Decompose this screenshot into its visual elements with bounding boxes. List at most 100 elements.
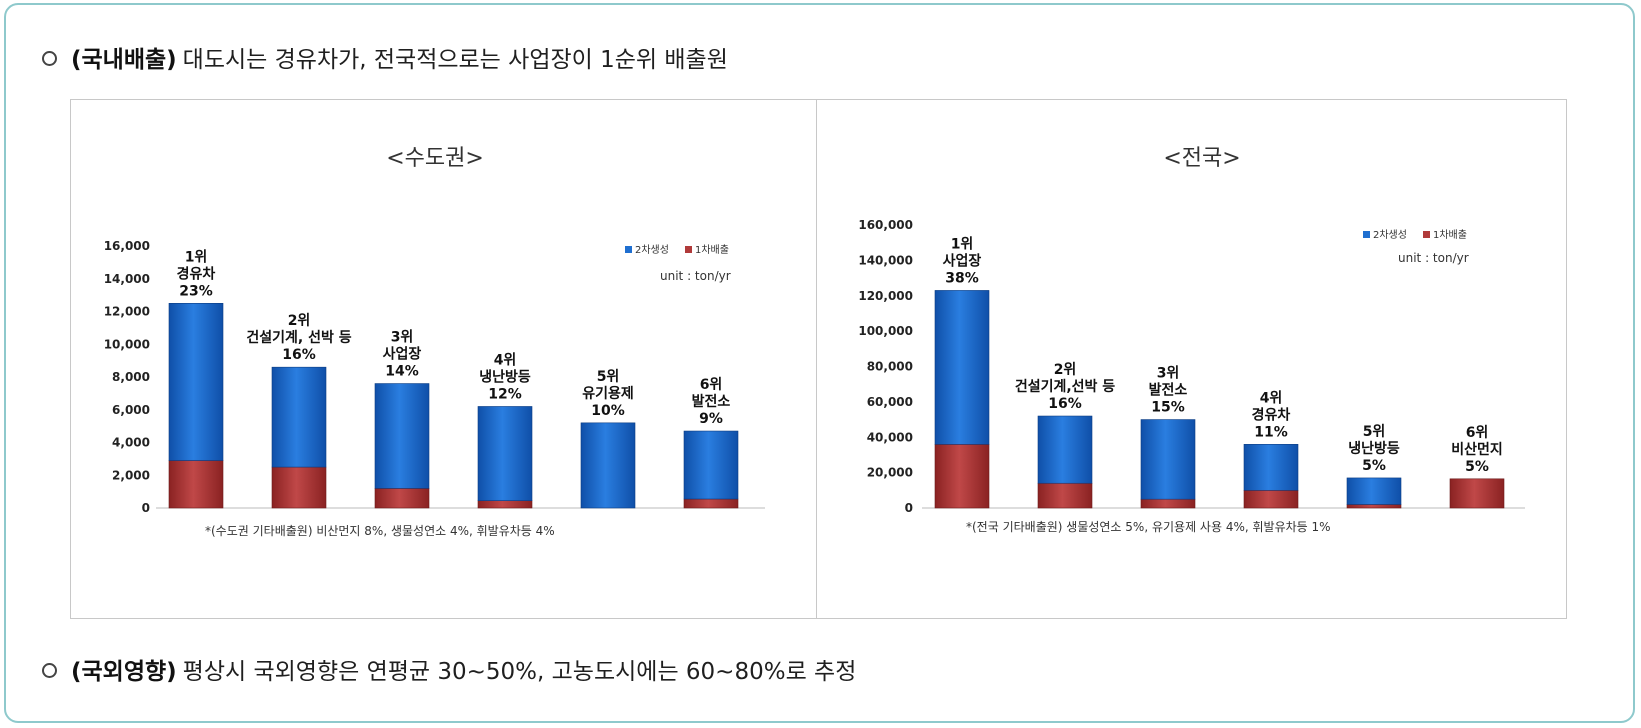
bar-rank-label: 발전소 [692, 393, 731, 410]
bar-primary-emission [1037, 482, 1093, 509]
bar-rank-label: 경유차 [1252, 406, 1291, 423]
y-tick-label: 16,000 [104, 239, 150, 253]
bar-rank-label: 유기용제 [582, 386, 634, 402]
bar-rank-label: 10% [591, 403, 625, 419]
bar-rank-label: 발전소 [1149, 382, 1188, 399]
bullet-text: 평상시 국외영향은 연평균 30~50%, 고농도시에는 60~80%로 추정 [182, 659, 857, 685]
bar-secondary-generation [683, 430, 739, 500]
bar-stack [1346, 477, 1402, 509]
y-tick-label: 80,000 [867, 360, 913, 374]
y-tick-label: 160,000 [858, 218, 913, 232]
y-tick-label: 14,000 [104, 272, 150, 286]
bar-rank-label: 비산먼지 [1451, 441, 1503, 458]
bar-rank-label: 12% [488, 386, 522, 402]
chart-capital-region: <수도권> 0 2,000 4,000 6,000 8,000 10,000 12,000 14… [104, 146, 765, 538]
bar-primary-emission [1449, 478, 1505, 509]
bar-secondary-generation [477, 406, 533, 501]
bar-rank-label: 9% [699, 411, 723, 427]
chart-nationwide: <전국> 0 20,000 40,000 60,000 80,000 100,000 120,… [858, 146, 1525, 534]
bar-stack [477, 406, 533, 509]
chart-footnote: *(전국 기타배출원) 생물성연소 5%, 유기용제 사용 4%, 휘발유차등 … [966, 520, 1331, 534]
bar-rank-label: 5% [1362, 458, 1386, 474]
bar-secondary-generation [1037, 415, 1093, 484]
bar-secondary-generation [1243, 444, 1299, 491]
bar-rank-label: 4위 [494, 352, 517, 368]
bar-secondary-generation [580, 422, 636, 509]
bar-primary-emission [934, 444, 990, 509]
chart-footnote: *(수도권 기타배출원) 비산먼지 8%, 생물성연소 4%, 휘발유차등 4% [205, 524, 555, 538]
bullet-heading: (국외영향) [71, 659, 177, 685]
bar-rank-label: 1위 [185, 249, 208, 265]
bar-secondary-generation [168, 303, 224, 461]
bullet-foreign-influence: (국외영향) 평상시 국외영향은 연평균 30~50%, 고농도시에는 60~80… [42, 652, 856, 686]
bar-secondary-generation [271, 366, 327, 468]
bar-stack [683, 430, 739, 509]
chart-divider [816, 99, 817, 618]
bar-secondary-generation [934, 290, 990, 445]
bar-rank-label: 16% [1048, 396, 1082, 412]
bar-rank-label: 2위 [288, 313, 311, 329]
y-tick-label: 0 [142, 501, 150, 515]
bar-stack [168, 303, 224, 509]
chart-title: <전국> [1163, 146, 1240, 171]
bar-primary-emission [1243, 490, 1299, 509]
y-tick-label: 0 [905, 501, 913, 515]
bar-secondary-generation [1346, 477, 1402, 505]
bar-stack [271, 366, 327, 509]
bar-primary-emission [1346, 504, 1402, 509]
bar-stack [1037, 415, 1093, 509]
y-tick-label: 60,000 [867, 395, 913, 409]
bar-rank-label: 경유차 [177, 265, 216, 282]
legend-label-secondary: 2차생성 [1373, 229, 1407, 241]
bar-rank-label: 2위 [1054, 362, 1077, 378]
bar-stack [580, 422, 636, 509]
bar-secondary-generation [1140, 419, 1196, 500]
bullet-circle-icon [42, 51, 57, 66]
bar-rank-label: 4위 [1260, 390, 1283, 406]
bar-primary-emission [374, 488, 430, 509]
bullet-domestic-emission: (국내배출) 대도시는 경유차가, 전국적으로는 사업장이 1순위 배출원 [42, 40, 728, 74]
chart-legend: 2차생성 1차배출 [1363, 229, 1467, 241]
bullet-heading: (국내배출) [71, 47, 177, 73]
legend-swatch-primary [685, 246, 692, 253]
bar-rank-label: 3위 [391, 330, 414, 346]
bar-rank-label: 5% [1465, 459, 1489, 475]
bar-rank-label: 11% [1254, 424, 1288, 440]
bar-rank-label: 23% [179, 283, 213, 299]
y-tick-label: 10,000 [104, 337, 150, 351]
bar-rank-label: 냉난방등 [479, 368, 531, 385]
y-tick-label: 120,000 [858, 289, 913, 303]
y-tick-label: 140,000 [858, 253, 913, 267]
bar-rank-label: 15% [1151, 400, 1185, 416]
bar-secondary-generation [374, 383, 430, 489]
y-tick-label: 2,000 [112, 468, 150, 482]
bar-rank-label: 3위 [1157, 366, 1180, 382]
unit-label: unit : ton/yr [660, 269, 731, 283]
bullet-text: 대도시는 경유차가, 전국적으로는 사업장이 1순위 배출원 [182, 47, 728, 73]
bar-primary-emission [683, 498, 739, 509]
y-tick-label: 40,000 [867, 430, 913, 444]
bar-rank-label: 6위 [1466, 425, 1489, 441]
bar-rank-label: 1위 [951, 236, 974, 252]
bar-rank-label: 38% [945, 270, 979, 286]
bar-stack [1449, 478, 1505, 509]
y-tick-label: 4,000 [112, 436, 150, 450]
bar-stack [934, 290, 990, 509]
chart-title: <수도권> [386, 146, 484, 171]
unit-label: unit : ton/yr [1398, 251, 1469, 265]
bar-stack [1243, 444, 1299, 509]
bar-rank-label: 16% [282, 347, 316, 363]
y-tick-label: 12,000 [104, 305, 150, 319]
bar-rank-label: 5위 [1363, 424, 1386, 440]
bar-rank-label: 냉난방등 [1348, 440, 1400, 457]
bar-rank-label: 6위 [700, 377, 723, 393]
bar-rank-label: 건설기계,선박 등 [1015, 378, 1115, 395]
legend-label-secondary: 2차생성 [635, 244, 669, 256]
y-tick-label: 20,000 [867, 466, 913, 480]
bar-primary-emission [1140, 498, 1196, 509]
y-tick-label: 8,000 [112, 370, 150, 384]
chart-legend: 2차생성 1차배출 [625, 244, 729, 256]
bullet-circle-icon [42, 663, 57, 678]
bar-rank-label: 사업장 [943, 252, 982, 269]
